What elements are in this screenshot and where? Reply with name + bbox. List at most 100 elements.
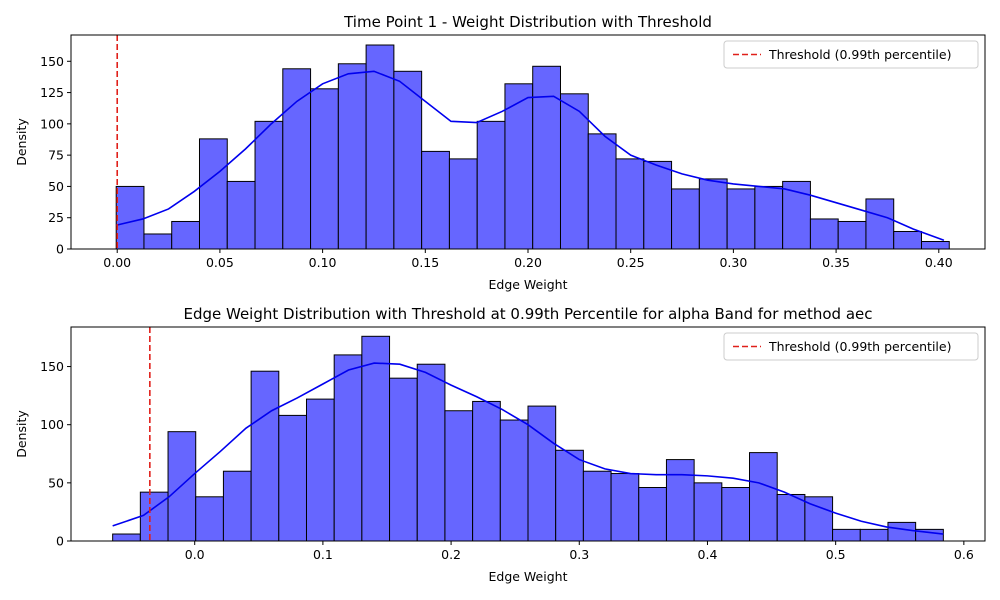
histogram-bar — [444, 410, 474, 542]
histogram-bar — [365, 44, 395, 250]
legend-box — [723, 40, 979, 69]
histogram-bar — [171, 220, 200, 250]
histogram-bar — [472, 400, 501, 542]
histogram-bar — [421, 150, 450, 250]
x-tick-label: 0.5 — [826, 547, 846, 562]
legend-threshold-label: Threshold (0.99th percentile) — [768, 47, 951, 62]
y-tick-label: 0 — [56, 534, 64, 549]
histogram-bar — [143, 233, 173, 250]
histogram-bar — [167, 431, 197, 542]
histogram-bar — [726, 188, 756, 250]
histogram-bar — [393, 70, 423, 250]
histogram-bar — [749, 452, 778, 542]
histogram-bar — [333, 354, 363, 542]
histogram-bar — [638, 487, 667, 542]
histogram-bar — [721, 487, 751, 542]
histogram-bar — [776, 493, 806, 542]
histogram-bar — [278, 414, 307, 542]
x-ticks: 0.00 0.05 0.10 0.15 0.20 0.25 0.30 0.35 0.40 — [103, 249, 953, 270]
y-tick-label: 50 — [48, 475, 64, 490]
histogram-bar — [448, 158, 478, 250]
histogram-bar — [893, 230, 922, 250]
x-tick-label: 0.6 — [954, 547, 974, 562]
histogram-bar — [610, 473, 640, 542]
histogram-bar — [559, 93, 589, 250]
histogram-bars — [112, 335, 944, 542]
x-axis-label: Edge Weight — [489, 277, 568, 292]
histogram-bar — [226, 180, 256, 250]
y-axis-label: Density — [14, 118, 29, 166]
y-tick-label: 150 — [40, 54, 64, 69]
histogram-bar — [416, 363, 446, 542]
histogram-bar — [305, 398, 335, 542]
histogram-bar — [782, 180, 811, 250]
histogram-bar — [920, 240, 950, 250]
y-tick-label: 50 — [48, 179, 64, 194]
histogram-bar — [476, 120, 506, 250]
y-tick-label: 0 — [56, 242, 64, 257]
y-tick-label: 100 — [40, 116, 64, 131]
histogram-bar — [693, 482, 723, 542]
histogram-bar — [499, 419, 529, 542]
y-ticks: 0 50 100 150 — [40, 359, 71, 549]
histogram-bar — [832, 528, 861, 542]
y-ticks: 0 25 50 75 100 125 150 — [40, 54, 71, 257]
histogram-bar — [859, 528, 889, 542]
x-tick-label: 0.30 — [719, 255, 747, 270]
x-tick-label: 0.00 — [103, 255, 131, 270]
y-axis-label: Density — [14, 410, 29, 458]
histogram-bar — [582, 470, 612, 542]
histogram-bar — [615, 158, 645, 250]
y-tick-label: 25 — [48, 210, 64, 225]
histogram-bar — [665, 459, 695, 542]
axes-frame — [70, 326, 986, 542]
x-tick-label: 0.15 — [411, 255, 439, 270]
histogram-bar — [837, 220, 867, 250]
x-tick-label: 0.1 — [313, 547, 333, 562]
histogram-bar — [754, 185, 784, 250]
histogram-bar — [112, 533, 141, 542]
histogram-bar — [195, 496, 224, 542]
histogram-bar — [139, 491, 169, 542]
histogram-bar — [532, 65, 561, 250]
legend-threshold-label: Threshold (0.99th percentile) — [768, 339, 951, 354]
histogram-bar — [887, 521, 917, 542]
histogram-bar — [809, 218, 839, 250]
x-tick-label: 0.4 — [698, 547, 718, 562]
legend-box — [723, 332, 979, 361]
y-tick-label: 150 — [40, 359, 64, 374]
histogram-bar — [250, 370, 280, 542]
histogram-bar — [698, 178, 728, 250]
x-ticks: 0.0 0.1 0.2 0.3 0.4 0.5 0.6 — [185, 541, 974, 562]
y-tick-label: 125 — [40, 85, 64, 100]
x-tick-label: 0.35 — [822, 255, 850, 270]
x-tick-label: 0.10 — [309, 255, 337, 270]
histogram-bar — [865, 198, 895, 250]
x-tick-label: 0.25 — [617, 255, 645, 270]
x-tick-label: 0.2 — [441, 547, 461, 562]
x-tick-label: 0.20 — [514, 255, 542, 270]
kde-line — [112, 362, 944, 535]
histogram-bars — [115, 44, 950, 250]
histogram-bar — [310, 88, 339, 250]
histogram-bar — [671, 188, 700, 250]
histogram-bar — [527, 405, 557, 542]
chart-title: Edge Weight Distribution with Threshold … — [183, 305, 872, 323]
histogram-bar — [361, 335, 391, 542]
y-tick-label: 75 — [48, 148, 64, 163]
histogram-bar — [555, 449, 584, 542]
legend: Threshold (0.99th percentile) — [723, 332, 979, 361]
histogram-bar — [222, 470, 252, 542]
x-tick-label: 0.05 — [206, 255, 234, 270]
histogram-bar — [587, 133, 617, 250]
legend: Threshold (0.99th percentile) — [723, 40, 979, 69]
x-tick-label: 0.3 — [569, 547, 589, 562]
histogram-bar — [198, 138, 228, 250]
panel-bottom: Edge Weight Distribution with Threshold … — [14, 305, 986, 584]
panel-top: Time Point 1 - Weight Distribution with … — [14, 13, 986, 292]
chart-title: Time Point 1 - Weight Distribution with … — [343, 13, 712, 31]
histogram-bar — [254, 120, 284, 250]
histogram-bar — [643, 160, 673, 250]
histogram-bar — [337, 63, 367, 250]
